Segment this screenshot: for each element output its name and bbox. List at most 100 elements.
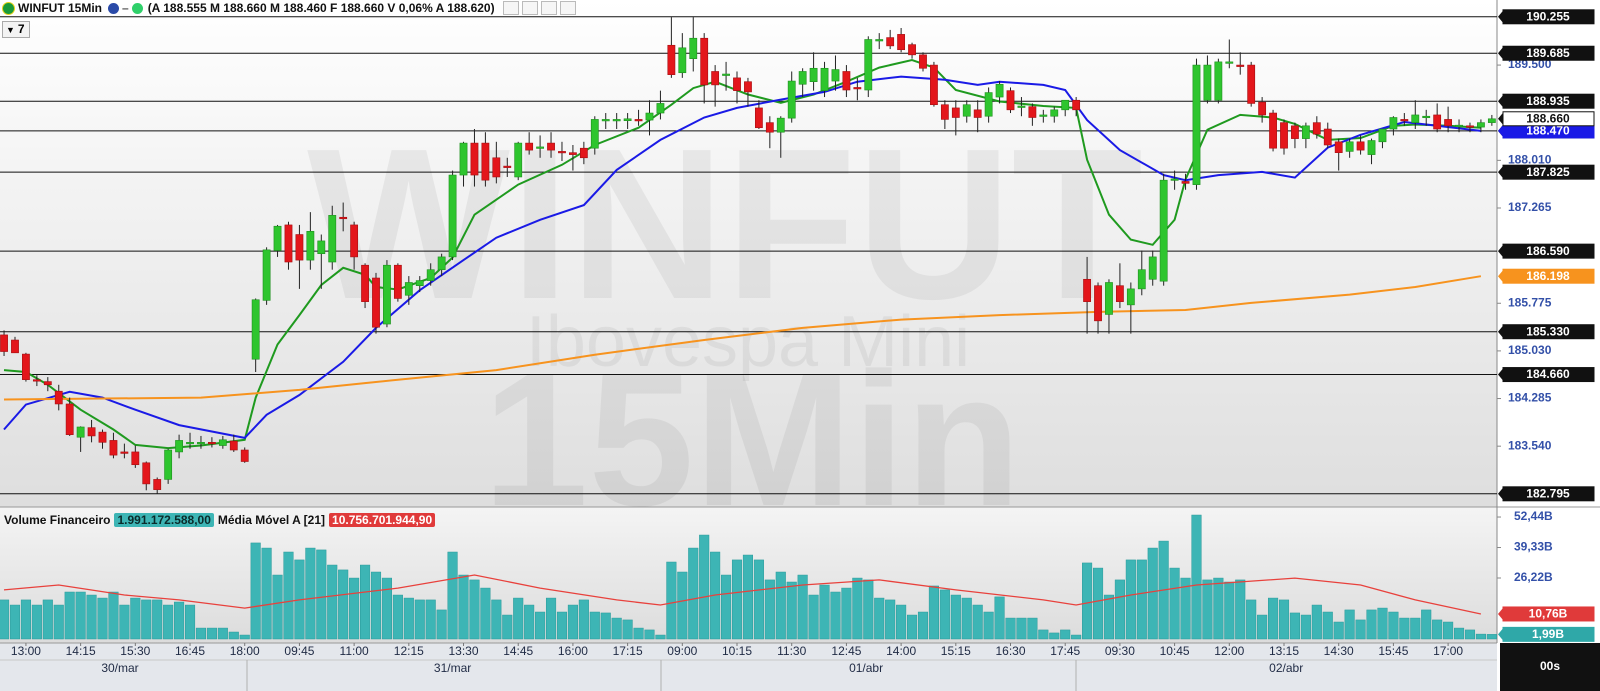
candle-body <box>186 442 194 445</box>
volume-bar <box>1235 579 1246 640</box>
volume-bar <box>1071 634 1082 640</box>
candle-body <box>1367 140 1376 155</box>
x-tick-label: 15:30 <box>120 644 150 658</box>
volume-bar <box>1300 614 1311 640</box>
candle-body <box>76 426 85 438</box>
tool-button[interactable] <box>540 1 557 15</box>
volume-bar <box>928 585 939 640</box>
candle-body <box>426 269 435 281</box>
volume-bar <box>1311 604 1322 640</box>
candle-body <box>886 37 895 47</box>
tag-label: 190.255 <box>1526 9 1570 23</box>
date-label: 02/abr <box>1269 661 1303 675</box>
volume-bar <box>141 599 152 640</box>
y-tick-label: 183.540 <box>1508 438 1552 452</box>
volume-bar <box>250 542 261 640</box>
volume-bar <box>731 559 743 640</box>
volume-bar <box>75 591 86 640</box>
dash-icon: – <box>122 1 129 15</box>
candle-body <box>87 427 96 437</box>
candle-body <box>109 440 118 456</box>
candle-body <box>65 403 74 435</box>
candle-body <box>820 67 829 91</box>
volume-bar <box>775 571 786 640</box>
volume-bar <box>1257 614 1268 640</box>
volume-bar <box>1388 611 1399 640</box>
y-tick-label: 184.285 <box>1508 391 1552 405</box>
y-tick-label: 52,44B <box>1514 509 1553 523</box>
volume-bar <box>611 617 622 640</box>
exchange-icon[interactable] <box>108 2 119 14</box>
x-tick-label: 15:15 <box>941 644 971 658</box>
add-button[interactable] <box>559 1 576 15</box>
volume-bar <box>436 609 447 640</box>
candle-body <box>372 277 380 328</box>
volume-bar <box>939 589 950 640</box>
y-tick-label: 185.775 <box>1508 295 1552 309</box>
tag-label: 188.660 <box>1526 111 1570 125</box>
tag-label: 186.198 <box>1526 269 1570 283</box>
date-label: 01/abr <box>849 661 883 675</box>
candle-body <box>875 39 884 42</box>
candle-body <box>700 37 709 86</box>
candle-body <box>623 118 632 122</box>
volume-bar <box>797 574 808 640</box>
flag-icon <box>2 1 15 15</box>
candle-body <box>1116 285 1124 302</box>
volume-bar <box>305 547 316 640</box>
volume-bar <box>994 596 1005 640</box>
volume-bar <box>1038 629 1049 640</box>
volume-bar <box>1355 619 1366 640</box>
candle-body <box>273 225 282 251</box>
x-tick-label: 14:45 <box>503 644 533 658</box>
tool-button[interactable] <box>502 1 519 15</box>
tag-arrow <box>1498 628 1503 641</box>
candle-body <box>525 142 534 151</box>
candle-body <box>1389 117 1398 130</box>
study-counter[interactable]: ▼ 7 <box>2 21 30 38</box>
x-tick-label: 13:30 <box>449 644 479 658</box>
x-tick-label: 10:15 <box>722 644 752 658</box>
volume-bar <box>874 597 885 640</box>
tag-label: 10,76B <box>1529 607 1568 621</box>
candle-body <box>32 379 41 382</box>
candle-body <box>1061 99 1070 111</box>
tag-arrow <box>1498 166 1503 179</box>
time-axis <box>0 643 1497 691</box>
volume-title: Volume Financeiro <box>4 512 111 527</box>
x-tick-label: 09:00 <box>667 644 697 658</box>
tag-arrow <box>1498 47 1503 60</box>
x-tick-label: 10:45 <box>1160 644 1190 658</box>
candle-body <box>415 280 424 286</box>
volume-bar <box>447 551 458 640</box>
volume-bar <box>1180 577 1191 640</box>
tool-button[interactable] <box>521 1 538 15</box>
tag-box <box>1502 93 1595 109</box>
y-tick-label: 185.030 <box>1508 343 1552 357</box>
candle-body <box>1258 101 1267 116</box>
volume-bar <box>1136 559 1147 640</box>
x-tick-label: 09:30 <box>1105 644 1135 658</box>
volume-bar <box>1125 559 1136 640</box>
volume-bar <box>644 629 655 640</box>
candle-body <box>1203 64 1212 101</box>
candle-body <box>1487 118 1496 123</box>
volume-bar <box>9 604 21 640</box>
tag-arrow <box>1498 325 1503 338</box>
volume-bar <box>458 574 469 640</box>
volume-bar <box>1464 629 1476 640</box>
volume-bar <box>195 627 207 640</box>
candle-body <box>1378 128 1387 143</box>
volume-bar <box>119 604 130 640</box>
volume-bar <box>316 549 327 640</box>
volume-bar <box>950 594 961 640</box>
candle-body <box>962 104 971 117</box>
tag-box <box>1502 164 1595 180</box>
volume-bar <box>1410 617 1421 640</box>
candle-body <box>175 440 183 453</box>
candle-body <box>579 147 588 159</box>
volume-bar <box>1191 514 1202 640</box>
volume-bar <box>764 579 775 640</box>
volume-bar <box>491 599 502 640</box>
tag-box <box>1502 111 1595 127</box>
